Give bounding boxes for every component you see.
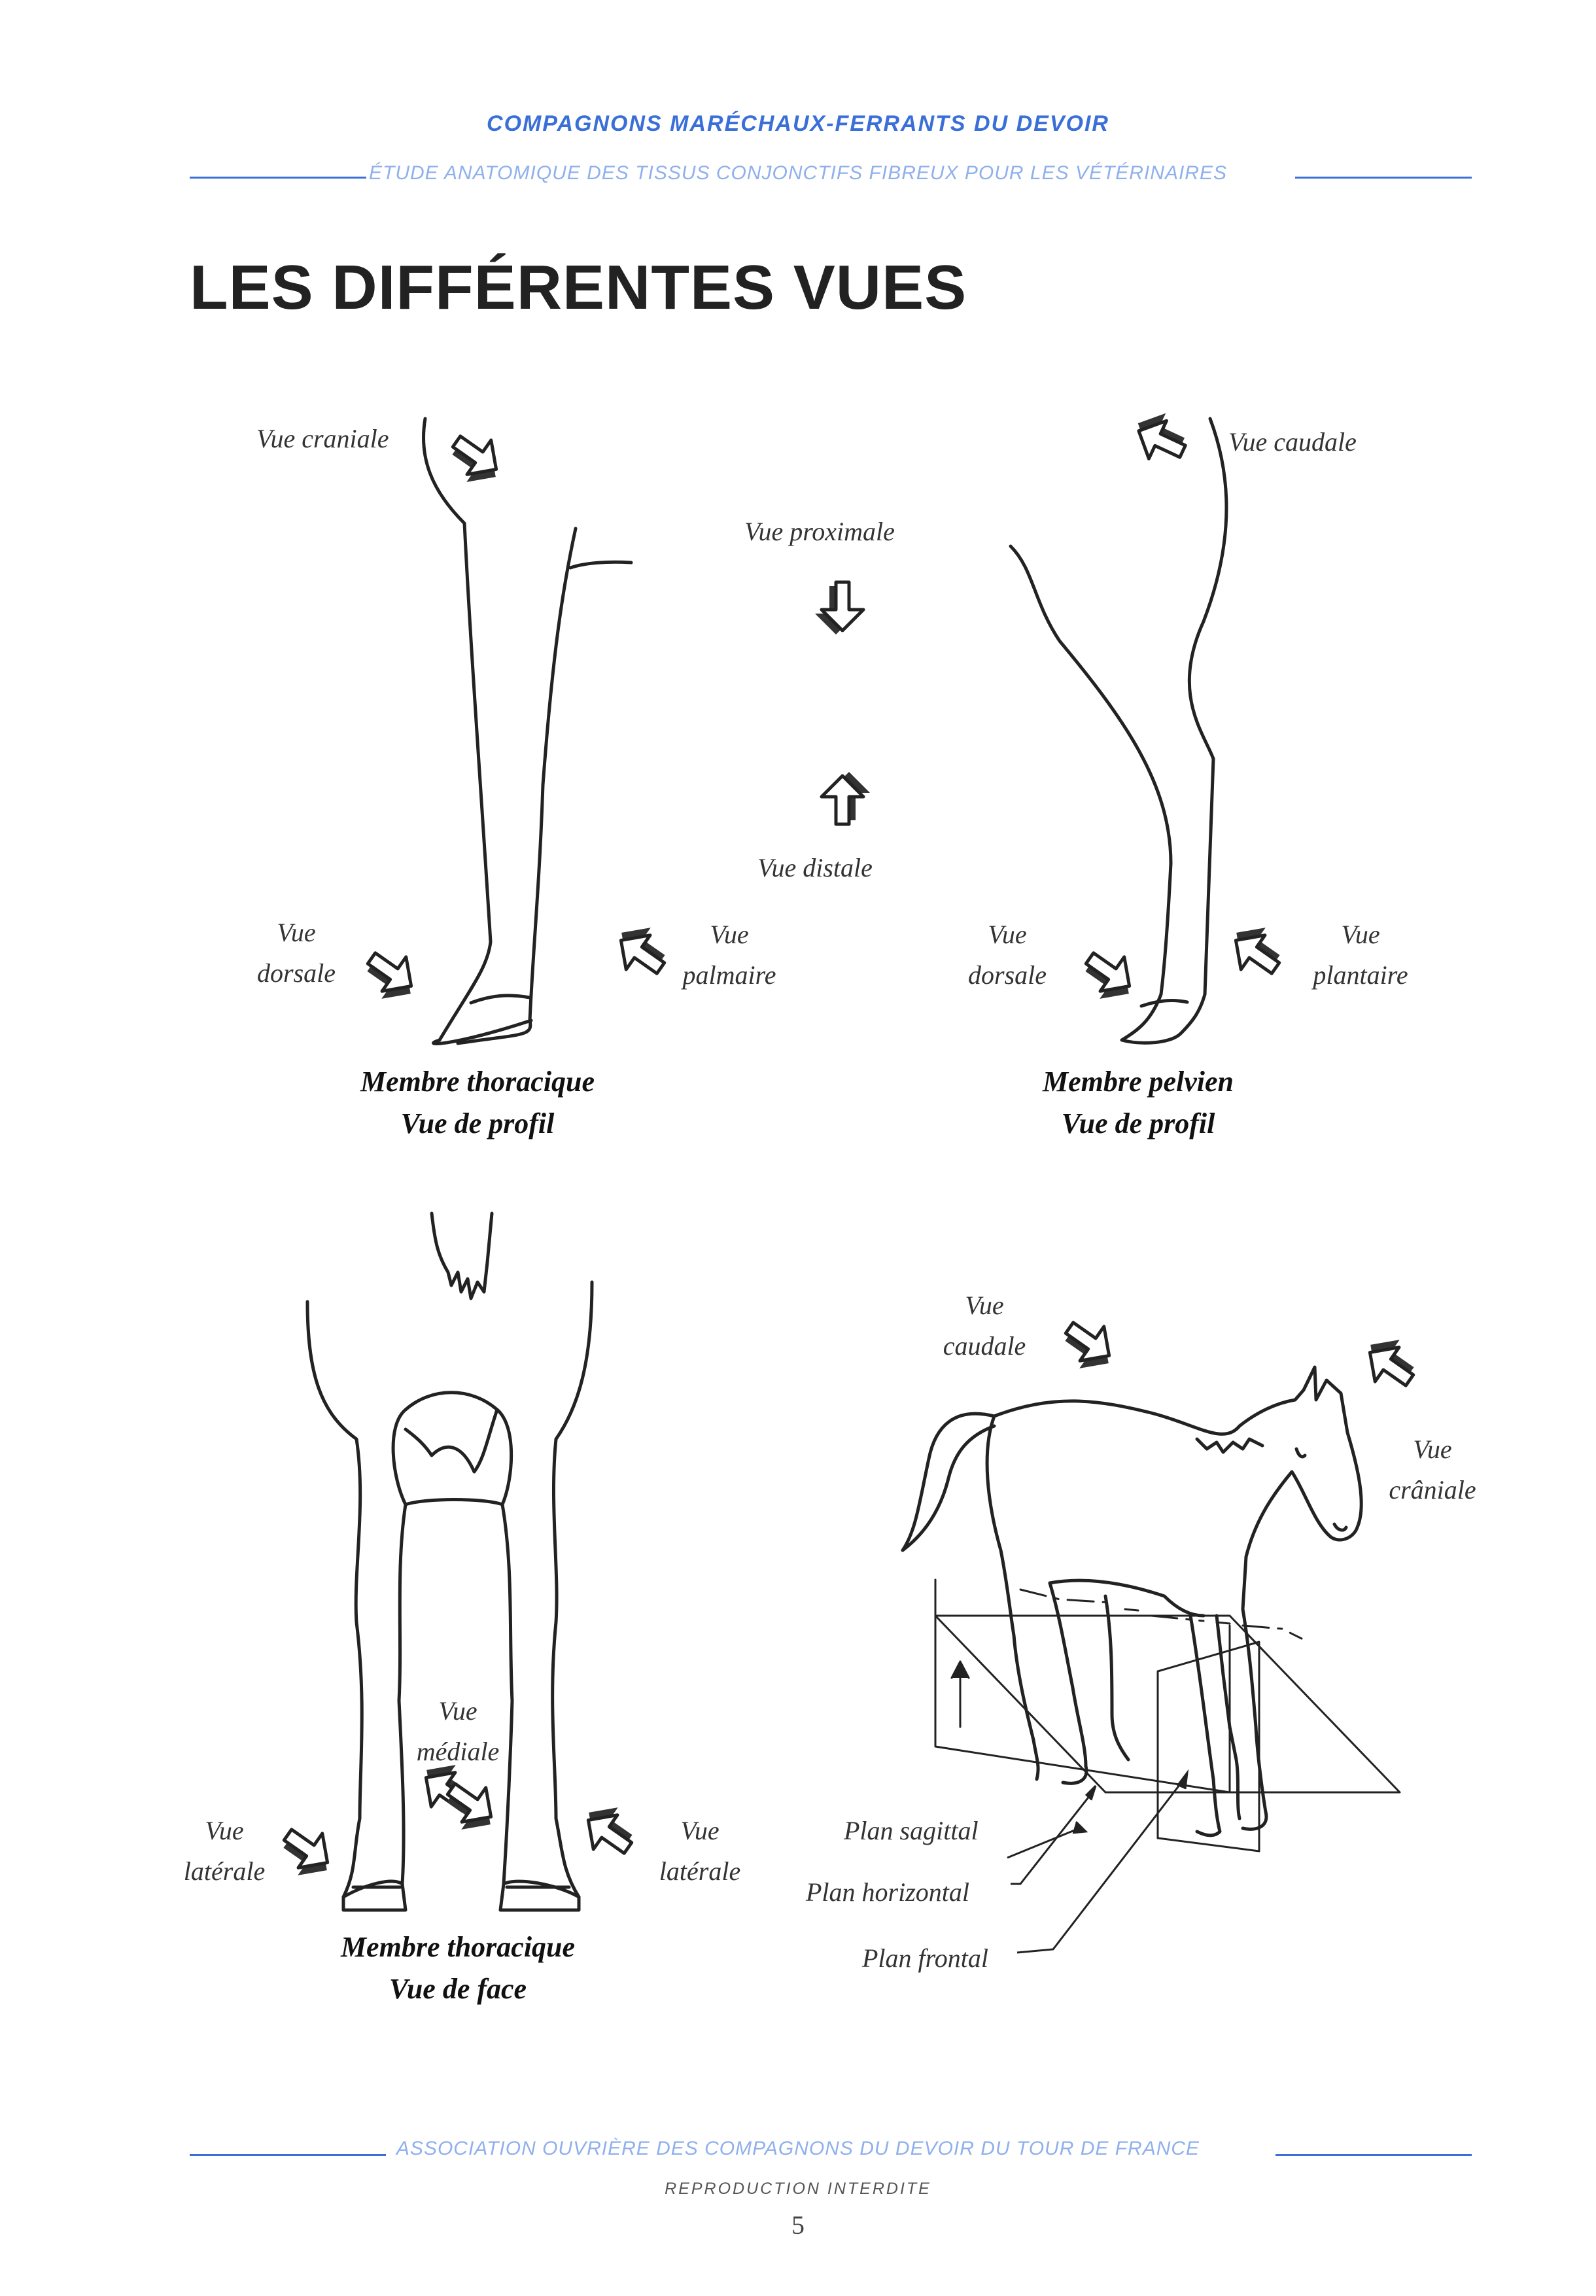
arrow-pelvic-plantaire-icon: [1221, 916, 1291, 986]
arrow-vue-distale-icon: [822, 772, 870, 824]
arrow-thoracic-dorsale-icon: [356, 941, 426, 1011]
footer-association: ASSOCIATION OUVRIÈRE DES COMPAGNONS DU D…: [396, 2138, 1200, 2159]
label-plan-frontal: Plan frontal: [862, 1943, 988, 1973]
footer-rule-left: [190, 2154, 386, 2156]
page-number: 5: [791, 2210, 805, 2240]
label-horse-caudale: Vue caudale: [943, 1291, 1026, 1361]
page-heading: LES DIFFÉRENTES VUES: [190, 252, 967, 322]
label-front-mediale: Vue médiale: [416, 1696, 500, 1766]
plane-leader-lines: [1007, 1769, 1189, 1954]
thoracic-limbs-front: [305, 1211, 594, 1912]
caption-pelvic-profile: Membre pelvien Vue de profil: [1042, 1066, 1234, 1139]
label-front-laterale-left: Vue latérale: [183, 1816, 266, 1886]
footer-rule-right: [1275, 2154, 1472, 2156]
view-arrows: [272, 404, 1425, 1887]
arrow-horse-caudale-icon: [1054, 1311, 1124, 1381]
arrow-horse-craniale-icon: [1355, 1328, 1425, 1398]
header-rule-right: [1295, 177, 1472, 179]
arrow-vue-proximale-icon: [815, 582, 863, 635]
header-subtitle: ÉTUDE ANATOMIQUE DES TISSUS CONJONCTIFS …: [369, 162, 1227, 184]
horse-illustration: [901, 1365, 1363, 1837]
caption-thoracic-front: Membre thoracique Vue de face: [340, 1931, 576, 2005]
label-thoracic-palmaire: Vue palmaire: [682, 920, 776, 990]
caption-thoracic-profile: Membre thoracique Vue de profil: [360, 1066, 595, 1139]
label-front-laterale-right: Vue latérale: [659, 1816, 741, 1886]
arrow-pelvic-dorsale-icon: [1074, 941, 1145, 1011]
label-plan-sagittal: Plan sagittal: [844, 1816, 979, 1845]
reference-planes: [934, 1578, 1401, 1852]
label-plan-horizontal: Plan horizontal: [806, 1877, 970, 1907]
header-rule-left: [190, 177, 366, 179]
arrow-front-laterale-left-icon: [272, 1818, 343, 1888]
footer-reproduction: REPRODUCTION INTERDITE: [665, 2180, 931, 2198]
label-horse-craniale: Vue crâniale: [1389, 1435, 1476, 1505]
label-vue-craniale: Vue craniale: [256, 424, 389, 453]
label-pelvic-dorsale: Vue dorsale: [968, 920, 1047, 990]
label-vue-distale: Vue distale: [757, 853, 873, 882]
label-vue-proximale: Vue proximale: [744, 517, 895, 546]
thoracic-limb-profile: [422, 417, 633, 1046]
label-vue-caudale: Vue caudale: [1228, 427, 1357, 457]
arrow-front-laterale-right-icon: [573, 1796, 644, 1866]
label-thoracic-dorsale: Vue dorsale: [257, 918, 336, 988]
arrow-thoracic-palmaire-icon: [606, 916, 676, 986]
header-title: COMPAGNONS MARÉCHAUX-FERRANTS DU DEVOIR: [487, 111, 1109, 136]
label-pelvic-plantaire: Vue plantaire: [1313, 920, 1408, 990]
pelvic-limb-profile: [1009, 417, 1228, 1045]
arrow-vue-caudale-icon: [1126, 404, 1194, 470]
arrow-vue-craniale-icon: [441, 425, 512, 495]
